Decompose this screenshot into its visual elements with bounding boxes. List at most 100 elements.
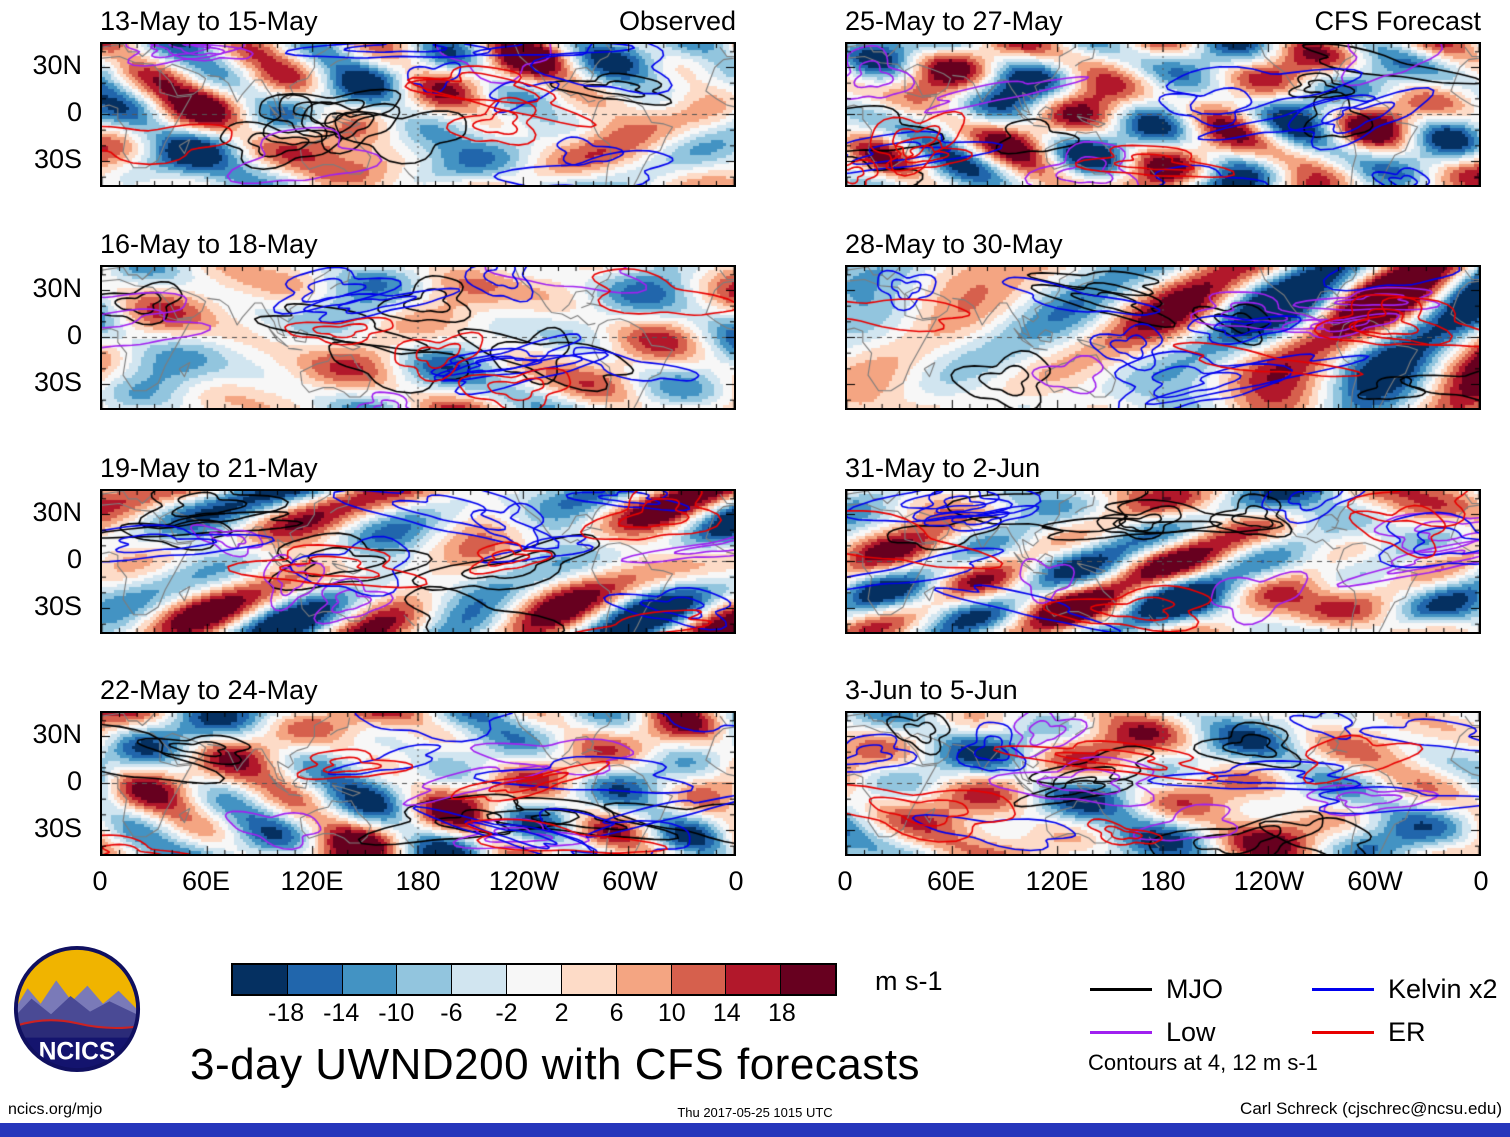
x-tick: 0 (92, 866, 108, 896)
panel-header: 16-May to 18-May (100, 229, 736, 260)
map-canvas (845, 42, 1481, 187)
footer-bar (0, 1123, 1510, 1137)
colorbar-tick: 18 (768, 999, 796, 1027)
map-canvas (100, 42, 736, 187)
map-panel-observed-4: 22-May to 24-May 30N 0 30S (32, 675, 736, 856)
colorbar-cell (561, 965, 617, 994)
map-canvas (100, 489, 736, 634)
legend-line-kelvin (1312, 988, 1374, 991)
y-axis-labels: 30N 0 30S (6, 42, 92, 187)
map-panel-forecast-4: 3-Jun to 5-Jun (845, 675, 1481, 856)
x-tick: 120E (1025, 866, 1089, 896)
map-canvas (100, 265, 736, 410)
colorbar-tick: 14 (712, 999, 741, 1027)
y-tick-eq: 0 (66, 544, 82, 574)
ncics-logo-icon: NCICS (13, 945, 141, 1073)
y-tick-30n: 30N (32, 719, 82, 749)
panel-title: 28-May to 30-May (845, 229, 1063, 259)
panel-header: 22-May to 24-May (100, 675, 736, 706)
panel-title: 16-May to 18-May (100, 229, 318, 259)
colorbar-cell (507, 965, 562, 994)
panel-header: 3-Jun to 5-Jun (845, 675, 1481, 706)
y-tick-30s: 30S (33, 144, 82, 174)
legend-label-er: ER (1388, 1017, 1426, 1047)
y-tick-30n: 30N (32, 50, 82, 80)
map-panel-forecast-1: 25-May to 27-May CFS Forecast (845, 6, 1481, 187)
y-axis-labels: 30N 0 30S (6, 265, 92, 410)
map-panel-forecast-2: 28-May to 30-May (845, 229, 1481, 410)
x-tick: 60W (1347, 866, 1403, 896)
x-tick: 0 (837, 866, 853, 896)
colorbar-cell (616, 965, 672, 994)
legend-item-kelvin: Kelvin x2 (1312, 974, 1510, 1005)
panel-title: 13-May to 15-May (100, 6, 318, 36)
colorbar-cell (452, 965, 508, 994)
legend-label-mjo: MJO (1166, 974, 1223, 1004)
contour-legend: MJO Kelvin x2 Low ER (1090, 974, 1510, 1048)
colorbar-cell (233, 965, 288, 994)
colorbar-cell (726, 965, 782, 994)
map-canvas (845, 265, 1481, 410)
x-tick: 0 (728, 866, 744, 896)
colorbar-cell (671, 965, 727, 994)
panel-header: 28-May to 30-May (845, 229, 1481, 260)
y-tick-30s: 30S (33, 813, 82, 843)
legend-label-kelvin: Kelvin x2 (1388, 974, 1498, 1004)
y-tick-eq: 0 (66, 766, 82, 796)
x-tick: 180 (1140, 866, 1186, 896)
legend-item-er: ER (1312, 1017, 1510, 1048)
colorbar-cell (342, 965, 398, 994)
y-tick-30s: 30S (33, 591, 82, 621)
y-tick-eq: 0 (66, 320, 82, 350)
x-axis-forecast: 0 60E 120E 180 120W 60W 0 (837, 866, 1488, 900)
legend-line-low (1090, 1031, 1152, 1034)
map-canvas (845, 711, 1481, 856)
panel-header: 13-May to 15-May Observed (100, 6, 736, 37)
legend-line-er (1312, 1031, 1374, 1034)
panel-title: 3-Jun to 5-Jun (845, 675, 1018, 705)
colorbar-tick: 10 (657, 999, 686, 1027)
panel-header: 19-May to 21-May (100, 453, 736, 484)
colorbar-ticks: -18 -14 -10 -6 -2 2 6 10 14 18 (231, 999, 837, 1029)
colorbar-units: m s-1 (875, 966, 943, 996)
colorbar-tick: -2 (495, 999, 518, 1027)
x-axis-observed: 0 60E 120E 180 120W 60W 0 (92, 866, 743, 900)
x-tick: 120W (488, 866, 560, 896)
map-canvas (100, 711, 736, 856)
colorbar (231, 963, 837, 996)
ncics-logo-text: NCICS (39, 1039, 116, 1066)
x-tick: 60E (926, 866, 976, 896)
panel-header: 31-May to 2-Jun (845, 453, 1481, 484)
x-tick: 120E (280, 866, 344, 896)
panel-title: 31-May to 2-Jun (845, 453, 1041, 483)
contour-note: Contours at 4, 12 m s-1 (1088, 1050, 1318, 1075)
x-tick: 0 (1473, 866, 1489, 896)
ncics-logo: NCICS (12, 944, 142, 1074)
panel-title: 19-May to 21-May (100, 453, 318, 483)
legend-item-low: Low (1090, 1017, 1312, 1048)
panel-title: 22-May to 24-May (100, 675, 318, 705)
map-panel-observed-2: 16-May to 18-May 30N 0 30S (32, 229, 736, 410)
map-panel-observed-1: 13-May to 15-May Observed 30N 0 30S (32, 6, 736, 187)
legend-line-mjo (1090, 988, 1152, 991)
y-axis-labels: 30N 0 30S (6, 711, 92, 856)
panel-title: 25-May to 27-May (845, 6, 1063, 36)
colorbar-cell (781, 965, 835, 994)
footer-timestamp: Thu 2017-05-25 1015 UTC (677, 1105, 833, 1120)
colorbar-tick: -18 (268, 999, 305, 1027)
x-tick: 60E (181, 866, 231, 896)
panel-header: 25-May to 27-May CFS Forecast (845, 6, 1481, 37)
footer-credit: Carl Schreck (cjschrec@ncsu.edu) (1240, 1099, 1502, 1118)
colorbar-cell (397, 965, 453, 994)
x-tick: 180 (395, 866, 441, 896)
map-panel-observed-3: 19-May to 21-May 30N 0 30S (32, 453, 736, 634)
map-canvas (845, 489, 1481, 634)
map-panel-forecast-3: 31-May to 2-Jun (845, 453, 1481, 634)
y-tick-30n: 30N (32, 273, 82, 303)
colorbar-tick: 6 (609, 999, 624, 1027)
colorbar-tick: 2 (554, 999, 569, 1027)
y-tick-eq: 0 (66, 97, 82, 127)
colorbar-cell (287, 965, 343, 994)
legend-item-mjo: MJO (1090, 974, 1312, 1005)
